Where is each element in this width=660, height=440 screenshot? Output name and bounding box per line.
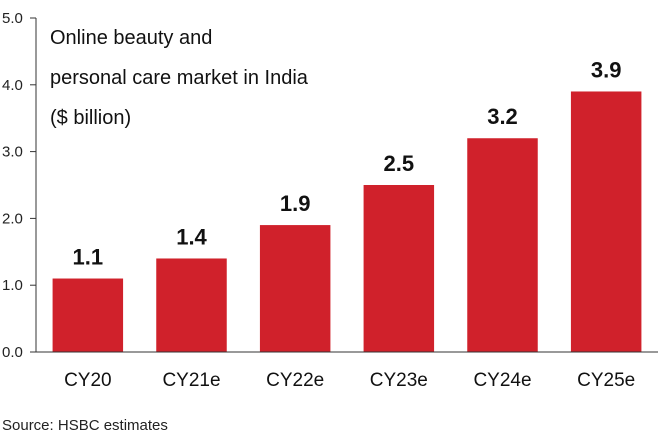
y-tick-label: 5.0 xyxy=(2,10,23,27)
bar-value-label: 1.4 xyxy=(176,224,207,249)
x-tick-label: CY25e xyxy=(577,370,635,391)
y-tick-label: 1.0 xyxy=(2,277,23,294)
x-tick-label: CY22e xyxy=(266,370,324,391)
bar xyxy=(259,225,331,352)
bar-value-label: 1.9 xyxy=(280,191,311,216)
x-tick-label: CY24e xyxy=(473,370,531,391)
y-tick-label: 4.0 xyxy=(2,77,23,94)
x-tick-label: CY20 xyxy=(64,370,112,391)
bar-value-label: 2.5 xyxy=(384,151,415,176)
bar xyxy=(363,185,435,352)
x-tick-label: CY23e xyxy=(370,370,428,391)
chart-title-line-1: Online beauty and xyxy=(50,27,212,49)
bar xyxy=(52,278,124,352)
bar-value-label: 3.9 xyxy=(591,57,622,82)
bars: 1.1 1.4 1.9 2.5 3.2 3.9 xyxy=(52,57,642,352)
chart-title-line-2: personal care market in India xyxy=(50,67,309,89)
x-axis: CY20 CY21e CY22e CY23e CY24e CY25e xyxy=(36,351,658,391)
chart-title-line-3: ($ billion) xyxy=(50,107,131,129)
bar-value-label: 3.2 xyxy=(487,104,518,129)
source-note: Source: HSBC estimates xyxy=(2,417,168,434)
y-tick-label: 0.0 xyxy=(2,344,23,361)
bar xyxy=(467,138,538,352)
x-tick-label: CY21e xyxy=(162,370,220,391)
y-tick-label: 3.0 xyxy=(2,144,23,161)
y-tick-label: 2.0 xyxy=(2,210,23,227)
bar-value-label: 1.1 xyxy=(73,245,104,270)
bar xyxy=(156,258,227,352)
chart-title: Online beauty and personal care market i… xyxy=(50,27,309,129)
y-axis: 0.0 1.0 2.0 3.0 4.0 5.0 xyxy=(2,10,37,361)
bar xyxy=(570,91,642,352)
